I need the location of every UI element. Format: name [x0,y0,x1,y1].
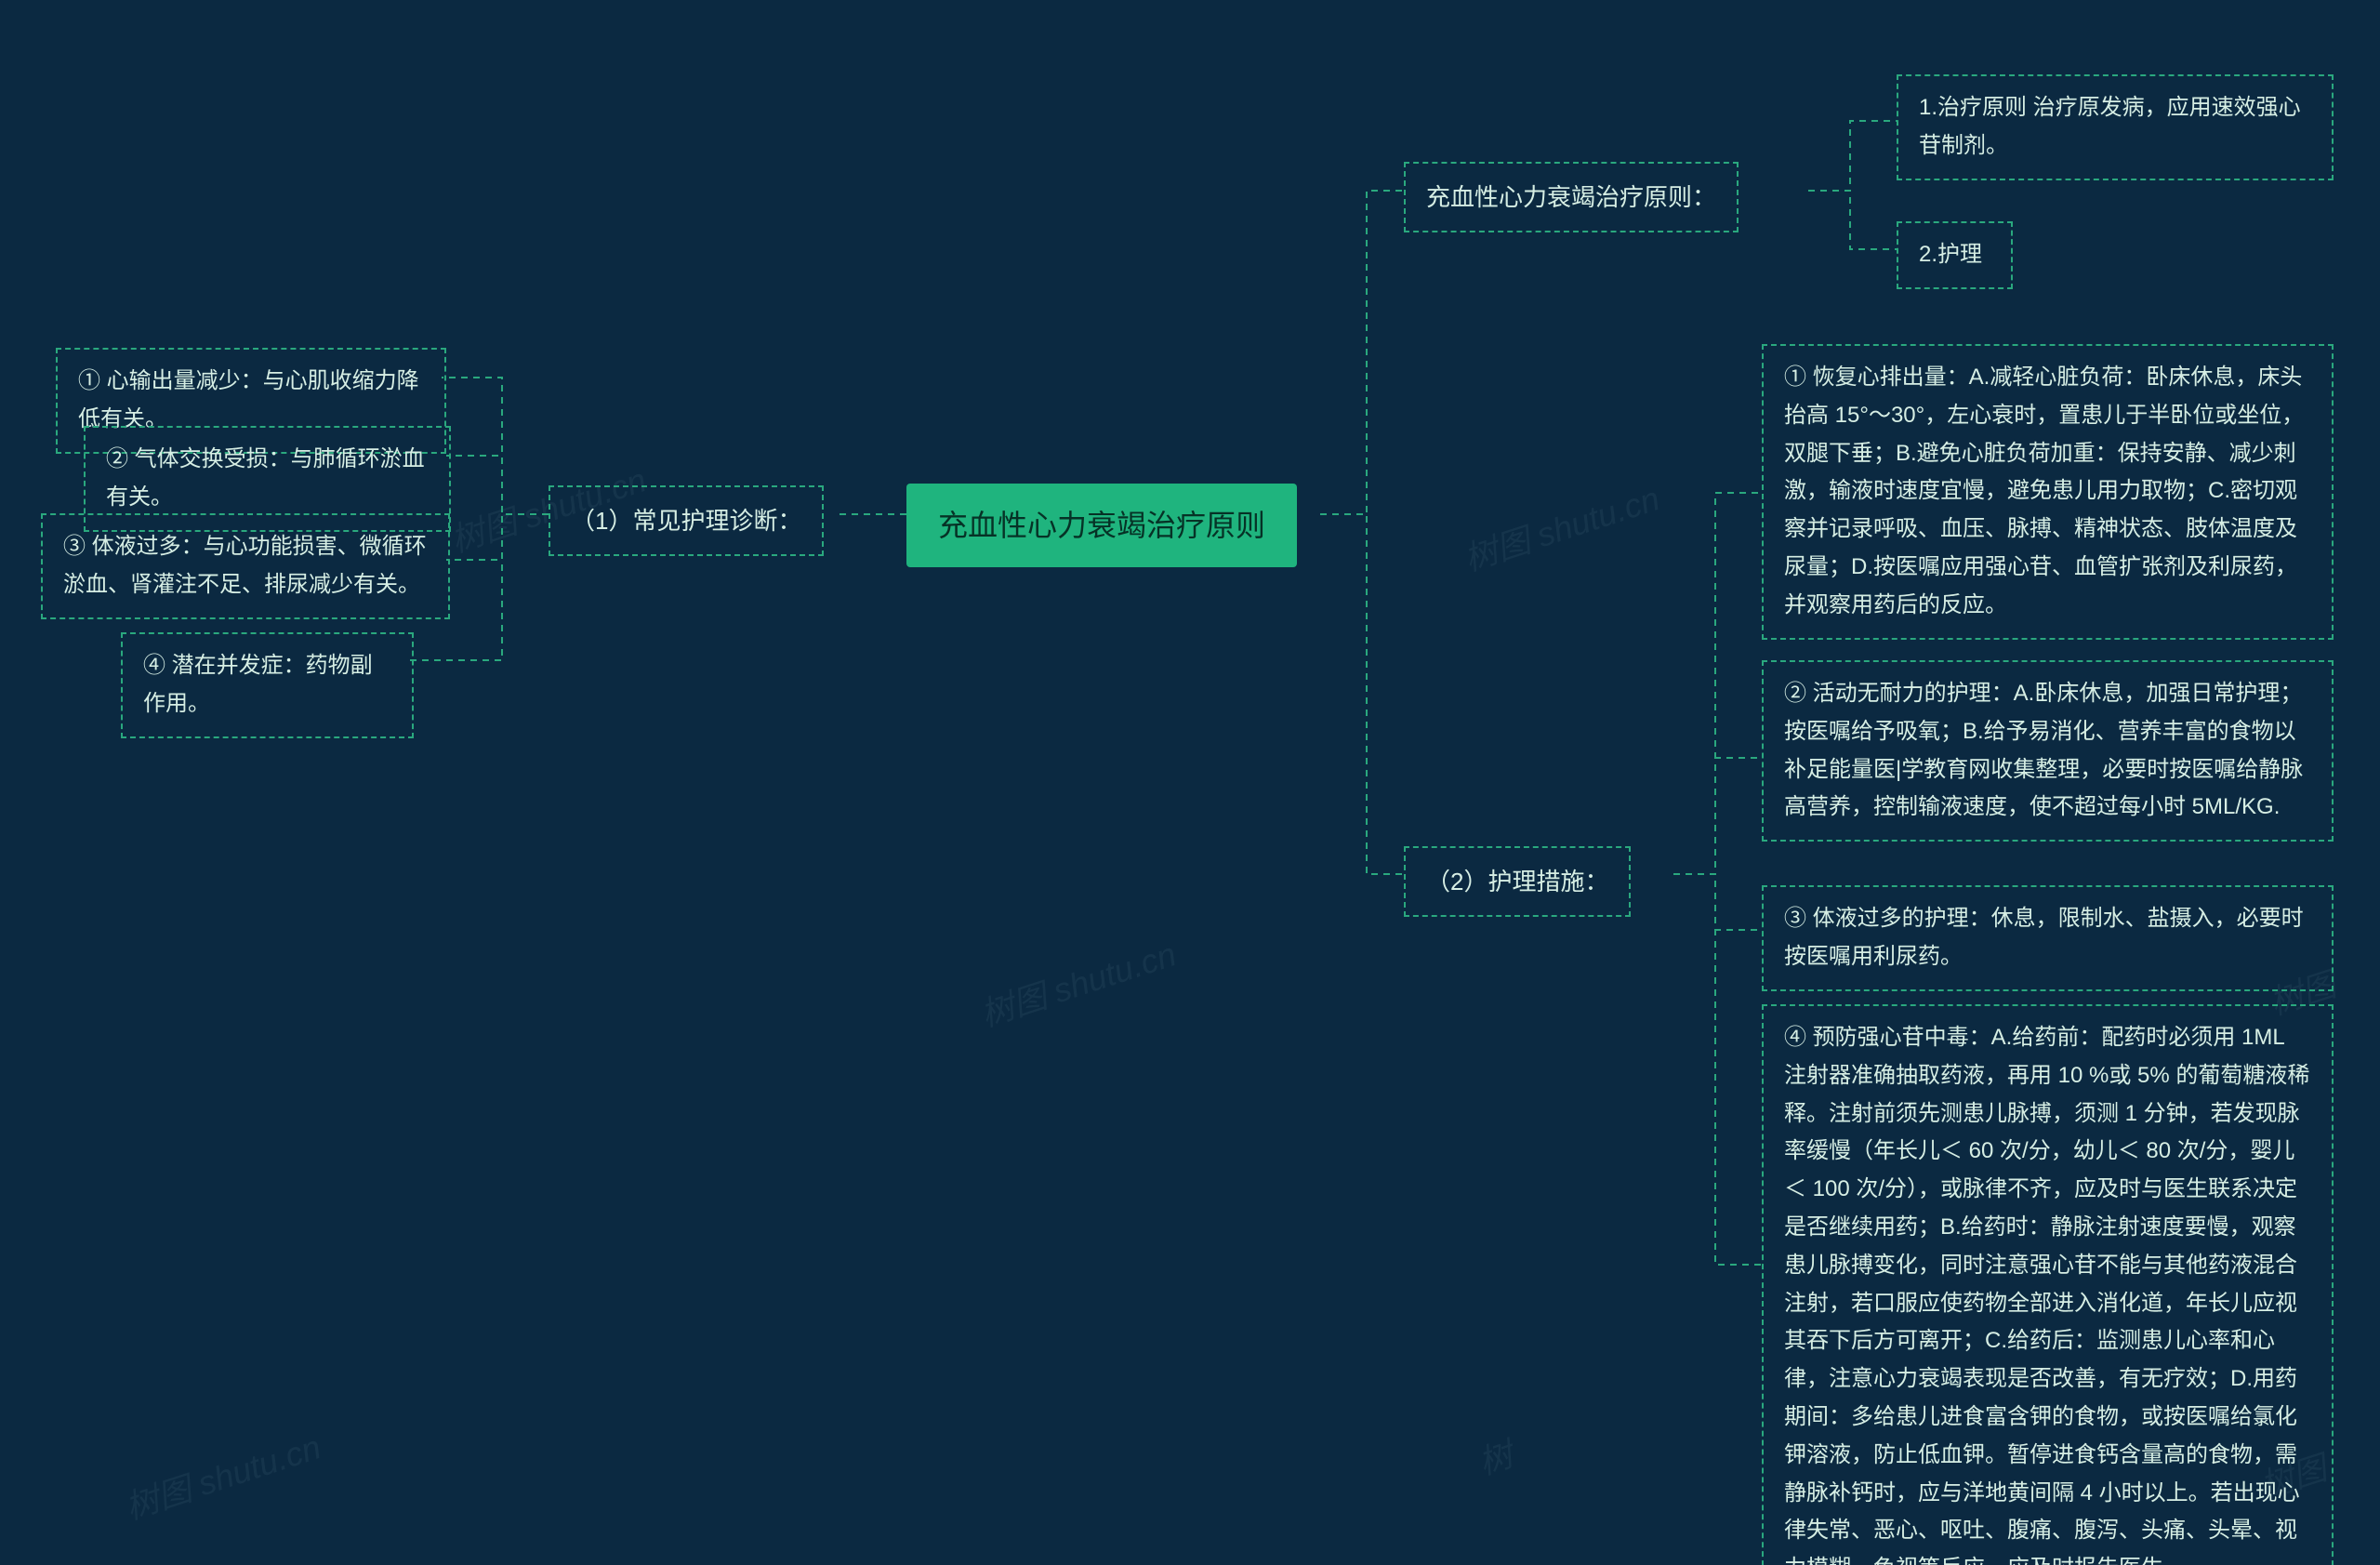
root-node: 充血性心力衰竭治疗原则 [906,484,1297,567]
right-top-branch: 充血性心力衰竭治疗原则： [1404,162,1739,232]
right-bottom-branch: （2）护理措施： [1404,846,1631,917]
right-bottom-item-1: ① 恢复心排出量：A.减轻心脏负荷：卧床休息，床头抬高 15°～30°，左心衰时… [1762,344,2334,640]
right-top-item-2: 2.护理 [1897,221,2013,289]
watermark: 树图 shutu.cn [973,928,1181,1037]
right-bottom-item-2: ② 活动无耐力的护理：A.卧床休息，加强日常护理；按医嘱给予吸氧；B.给予易消化… [1762,660,2334,842]
left-branch: （1）常见护理诊断： [549,485,824,556]
watermark: 树图 shutu.cn [118,1421,325,1530]
right-top-item-1: 1.治疗原则 治疗原发病，应用速效强心苷制剂。 [1897,74,2334,180]
watermark: 树图 shutu.cn [1457,472,1664,581]
left-item-4: ④ 潜在并发症：药物副作用。 [121,632,414,738]
right-bottom-item-4: ④ 预防强心苷中毒：A.给药前：配药时必须用 1ML 注射器准确抽取药液，再用 … [1762,1004,2334,1565]
mindmap-canvas: 树图 shutu.cn 树图 shutu.cn 树图 shutu.cn 树图 s… [0,0,2380,1565]
watermark: 树 [1472,1428,1518,1485]
right-bottom-item-3: ③ 体液过多的护理：休息，限制水、盐摄入，必要时按医嘱用利尿药。 [1762,885,2334,991]
left-item-3: ③ 体液过多：与心功能损害、微循环淤血、肾灌注不足、排尿减少有关。 [41,513,450,619]
